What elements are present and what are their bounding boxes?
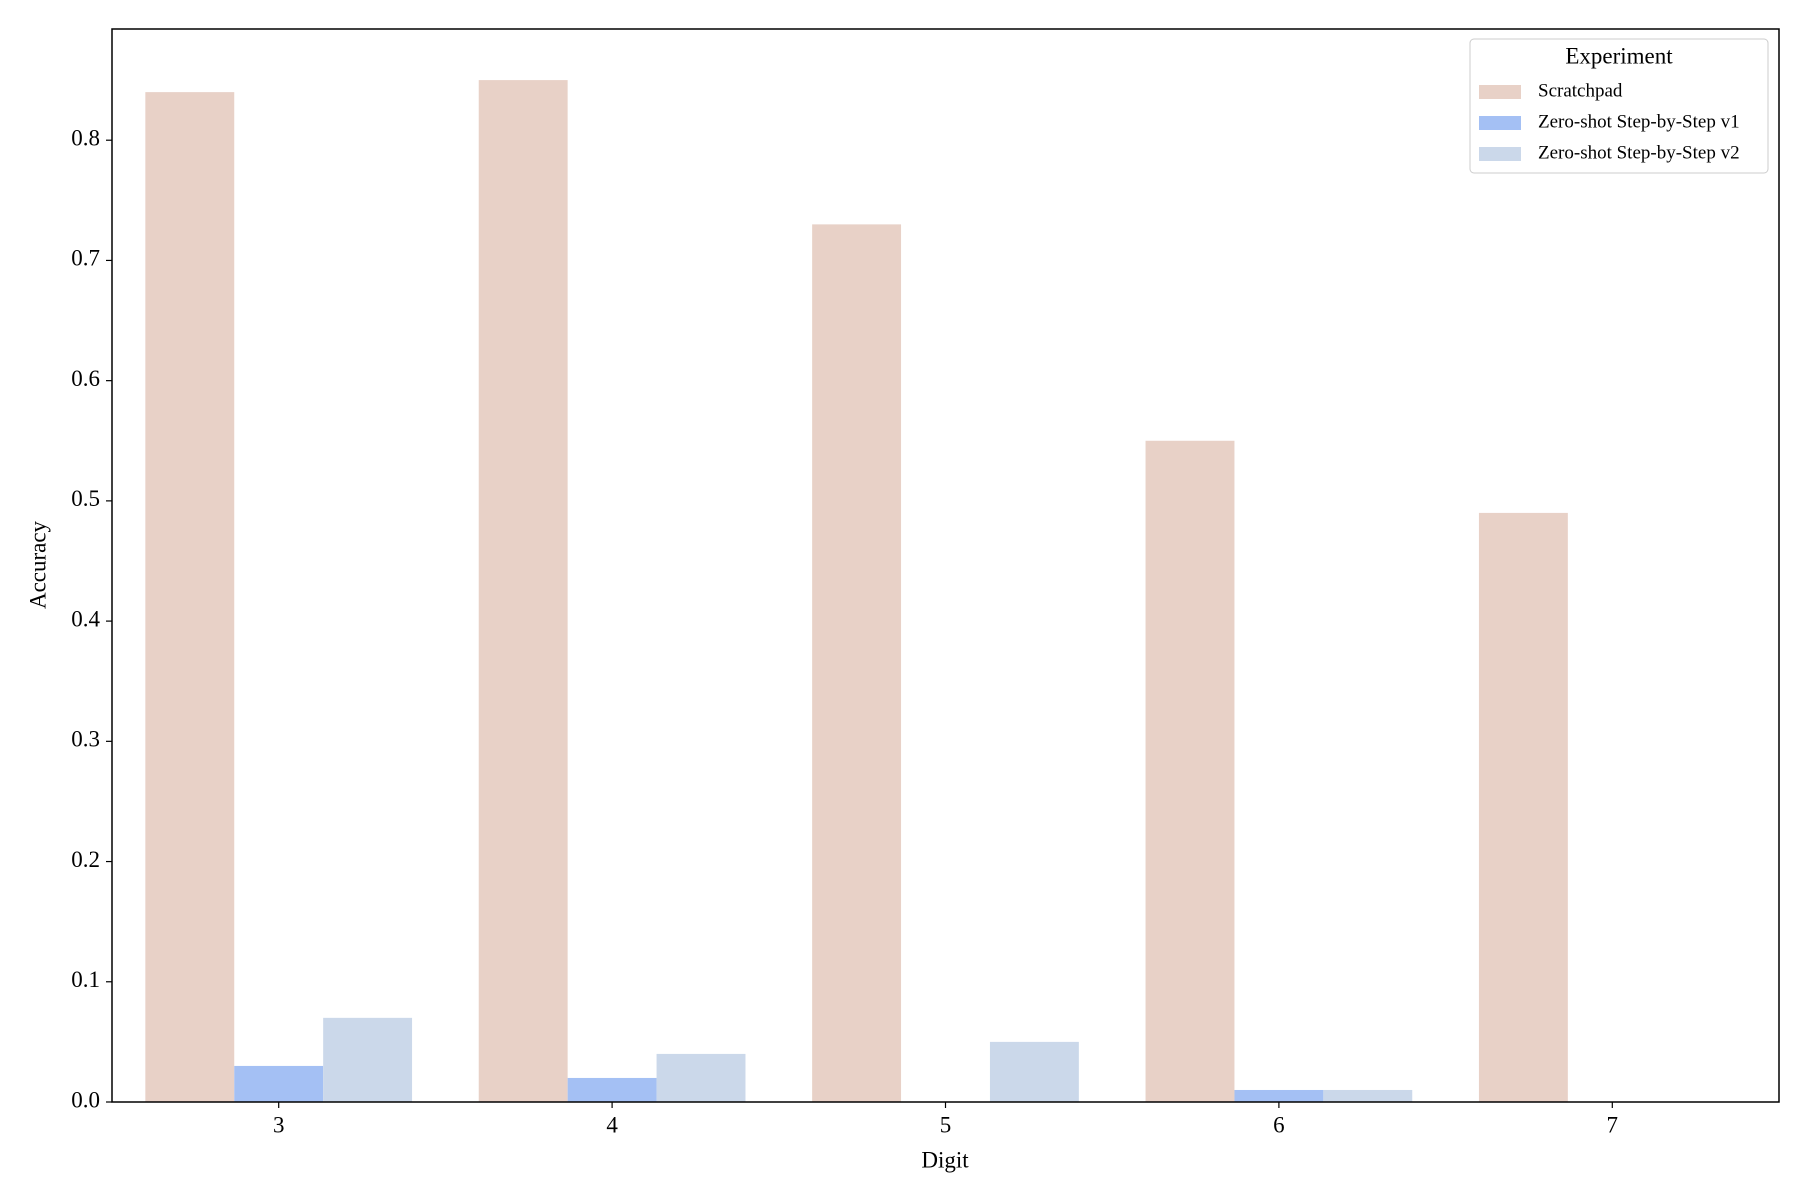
bar [1323, 1089, 1413, 1102]
y-tick-label: 0.8 [71, 125, 100, 150]
y-axis-label: Accuracy [25, 520, 50, 609]
bar [567, 1077, 657, 1102]
bar [989, 1041, 1079, 1102]
y-tick-label: 0.4 [71, 606, 100, 631]
x-tick-label: 7 [1607, 1112, 1619, 1137]
y-tick-label: 0.0 [71, 1087, 100, 1112]
legend-box [1469, 38, 1769, 174]
bar [656, 1053, 746, 1102]
bar [145, 92, 235, 1102]
y-tick-label: 0.5 [71, 486, 100, 511]
legend-swatch [1479, 116, 1521, 130]
x-tick-label: 4 [606, 1112, 618, 1137]
legend-label: Zero-shot Step-by-Step v1 [1538, 111, 1740, 132]
y-tick-label: 0.7 [71, 246, 100, 271]
y-tick-label: 0.1 [71, 967, 100, 992]
legend-title: Experiment [1565, 43, 1673, 68]
y-tick-label: 0.6 [71, 366, 100, 391]
legend-label: Zero-shot Step-by-Step v2 [1538, 142, 1740, 163]
bar [812, 224, 902, 1103]
y-tick-label: 0.2 [71, 847, 100, 872]
y-tick-label: 0.3 [71, 727, 100, 752]
x-axis-label: Digit [921, 1147, 969, 1172]
bar [234, 1065, 324, 1102]
plot-frame [111, 28, 1780, 1103]
bar [1145, 440, 1235, 1102]
legend-swatch [1479, 147, 1521, 161]
x-tick-label: 3 [273, 1112, 285, 1137]
bar [323, 1017, 413, 1102]
legend-swatch [1479, 85, 1521, 99]
x-tick-label: 5 [940, 1112, 952, 1137]
x-tick-label: 6 [1273, 1112, 1285, 1137]
bar [1234, 1089, 1324, 1102]
bar [1478, 512, 1568, 1102]
legend-label: Scratchpad [1538, 80, 1623, 101]
bar [478, 80, 568, 1103]
